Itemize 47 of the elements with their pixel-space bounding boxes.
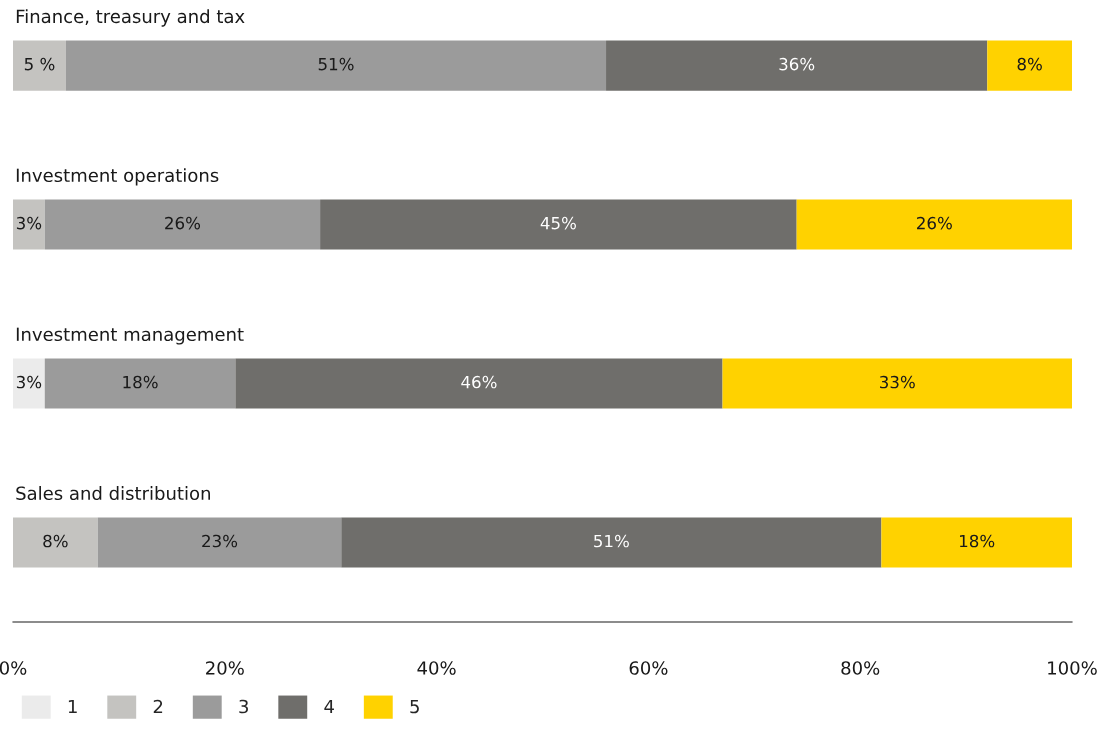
bar (606, 40, 988, 91)
data-label: 3% (16, 216, 42, 230)
legend-label: 5 (410, 699, 419, 714)
data-label: 45% (540, 216, 576, 230)
y-tick-label: Sales and distribution (16, 486, 210, 501)
x-tick-label: 80% (841, 661, 880, 675)
data-label: 33% (880, 375, 915, 389)
data-label: 8% (1017, 57, 1042, 71)
data-label: 18% (960, 534, 995, 548)
bar (97, 517, 342, 568)
data-label: 3% (16, 375, 42, 389)
bar (44, 358, 236, 409)
bar (881, 517, 1072, 568)
x-tick-label: 0% (0, 661, 27, 675)
legend-label: 1 (68, 699, 77, 714)
y-tick-label: Investment management (16, 327, 244, 345)
data-label: 5 % (24, 57, 55, 71)
data-label: 51% (594, 534, 629, 548)
bar (987, 40, 1072, 91)
y-tick-label: Investment operations (16, 168, 219, 186)
data-label: 36% (779, 57, 815, 71)
bar (13, 40, 66, 91)
bar (13, 517, 98, 568)
x-tick-label: 40% (417, 661, 456, 675)
bar (722, 358, 1072, 409)
data-label: 23% (202, 534, 238, 548)
data-label: 26% (165, 216, 201, 230)
bar (13, 199, 45, 250)
bar (235, 358, 723, 409)
bar (796, 199, 1072, 250)
data-label: 18% (123, 375, 158, 389)
bar (320, 199, 797, 250)
y-tick-label: Finance, treasury and tax (16, 9, 245, 27)
x-tick-label: 100% (1048, 661, 1097, 675)
bar (44, 199, 321, 250)
legend-label: 4 (324, 699, 334, 714)
bar (13, 358, 45, 409)
x-tick-label: 60% (629, 661, 668, 675)
legend-label: 2 (153, 699, 163, 714)
legend-label: 3 (239, 699, 248, 714)
x-tick-label: 20% (206, 661, 244, 675)
data-label: 46% (461, 375, 497, 389)
data-label: 26% (917, 216, 952, 230)
bar (65, 40, 607, 91)
bar (341, 517, 882, 568)
data-label: 51% (318, 57, 354, 71)
data-label: 8% (43, 534, 68, 548)
